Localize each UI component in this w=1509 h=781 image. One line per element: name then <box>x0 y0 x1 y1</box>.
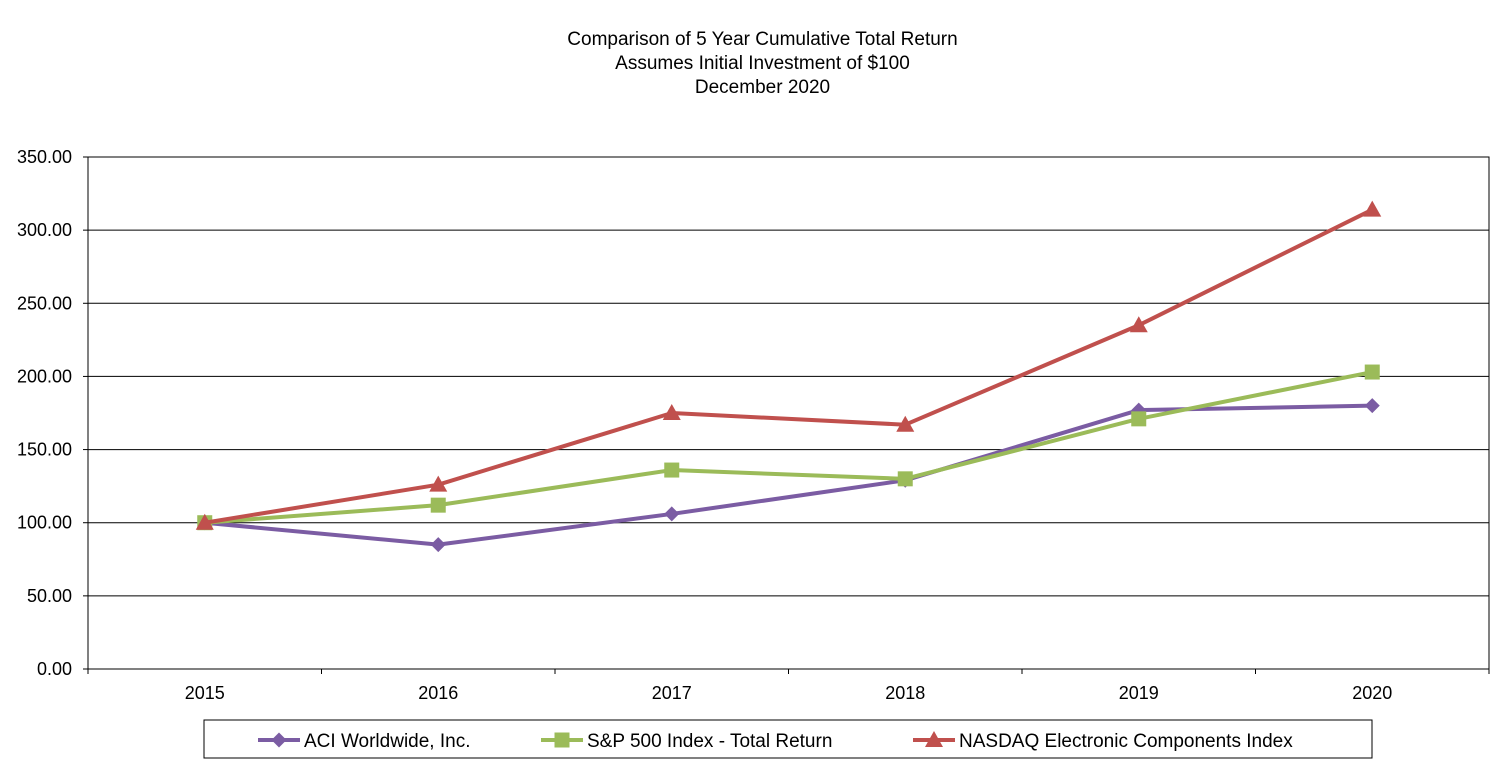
legend-box <box>203 719 1373 759</box>
legend: ACI Worldwide, Inc. S&P 500 Index - Total… <box>203 719 1373 759</box>
legend-label: NASDAQ Electronic Components Index <box>959 731 1293 752</box>
data-point <box>664 506 680 522</box>
series-1 <box>197 364 1380 531</box>
chart-subtitle-1: Assumes Initial Investment of $100 <box>615 53 910 74</box>
x-tick-label: 2017 <box>652 683 692 703</box>
x-tick-label: 2016 <box>418 683 458 703</box>
data-point <box>429 475 448 492</box>
y-tick-label: 50.00 <box>27 586 72 606</box>
chart-title-block: Comparison of 5 Year Cumulative Total Re… <box>0 28 1509 100</box>
data-point <box>1364 364 1380 380</box>
data-point <box>662 404 681 420</box>
y-tick-label: 150.00 <box>17 440 72 460</box>
legend-label: S&P 500 Index - Total Return <box>587 731 832 752</box>
y-tick-label: 300.00 <box>17 220 72 240</box>
y-tick-label: 200.00 <box>17 366 72 386</box>
plot-area-border <box>87 156 1490 670</box>
chart-title: Comparison of 5 Year Cumulative Total Re… <box>567 29 958 50</box>
series-line <box>204 207 1374 525</box>
series-line <box>204 370 1373 525</box>
x-tick-label: 2020 <box>1352 683 1392 703</box>
chart-subtitle-2: December 2020 <box>694 77 831 98</box>
y-tick-label: 250.00 <box>17 293 72 313</box>
data-point <box>897 471 913 487</box>
data-point <box>1363 200 1382 217</box>
y-axis: 0.00 50.00 100.00 150.00 200.00 250.00 300.00 3… <box>17 147 88 679</box>
gridlines <box>88 229 1489 597</box>
legend-item: NASDAQ Electronic Components Index <box>913 731 1293 752</box>
legend-label: ACI Worldwide, Inc. <box>304 731 470 752</box>
y-tick-label: 0.00 <box>37 659 72 679</box>
y-tick-label: 350.00 <box>17 147 72 167</box>
legend-swatch-marker <box>925 731 943 747</box>
x-axis: 2015 2016 2017 2018 2019 2020 <box>87 669 1490 703</box>
legend-swatch-marker <box>554 732 570 748</box>
legend-item: ACI Worldwide, Inc. <box>258 731 470 752</box>
series-lines <box>195 200 1382 553</box>
x-tick-label: 2019 <box>1119 683 1159 703</box>
x-tick-label: 2015 <box>185 683 225 703</box>
data-point <box>1129 316 1148 333</box>
data-point <box>896 415 915 432</box>
data-point <box>195 513 214 530</box>
data-point <box>664 462 680 478</box>
legend-item: S&P 500 Index - Total Return <box>541 731 832 752</box>
y-tick-label: 100.00 <box>17 513 72 533</box>
legend-swatch-marker <box>271 732 287 748</box>
data-point <box>430 497 446 513</box>
x-tick-label: 2018 <box>885 683 925 703</box>
data-point <box>1131 411 1147 427</box>
data-point <box>430 537 446 553</box>
series-2 <box>195 200 1382 530</box>
data-point <box>1364 398 1380 414</box>
